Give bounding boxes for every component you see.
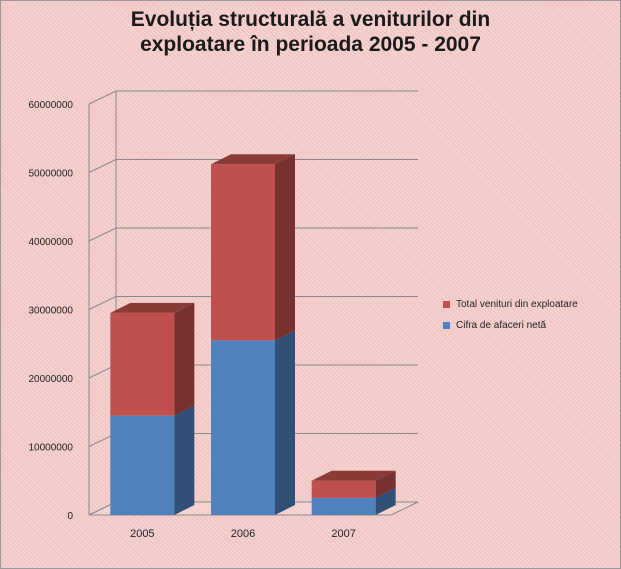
legend-label-cifra-afaceri: Cifra de afaceri netă	[456, 320, 547, 331]
x-category-label: 2007	[331, 528, 355, 540]
legend-item-cifra-afaceri: Cifra de afaceri netă	[443, 315, 578, 336]
chart-title-line-1: Evoluția structurală a veniturilor din	[130, 8, 491, 31]
gridline	[88, 296, 418, 310]
bar-2005-series-1	[110, 312, 175, 416]
bar-side-2006-series-1	[275, 154, 295, 341]
bar-2006-series-0	[211, 340, 275, 515]
legend-swatch-cifra-afaceri	[443, 322, 450, 329]
bar-2007-series-1	[311, 480, 376, 498]
x-axis-labels: 2005 2006 2007	[130, 528, 356, 540]
y-tick-label: 10000000	[29, 443, 74, 454]
bar-side-2005-series-0	[174, 405, 195, 515]
bar-side-2007-series-0	[375, 487, 396, 515]
legend-item-total-venituri: Total venituri din exploatare	[443, 294, 578, 315]
bar-2006-series-1	[211, 164, 275, 341]
bar-2005-series-0	[110, 415, 175, 515]
bar-top-2007	[311, 470, 396, 481]
bar-top-2005	[110, 302, 195, 313]
legend: Total venituri din exploatare Cifra de a…	[443, 294, 578, 336]
gridline	[88, 159, 418, 173]
bar-top-2006	[211, 154, 295, 165]
x-category-label: 2006	[231, 528, 255, 540]
y-tick-label: 0	[67, 511, 73, 522]
legend-swatch-total-venituri	[443, 301, 450, 308]
y-tick-label: 50000000	[29, 169, 74, 180]
bar-side-2005-series-1	[174, 302, 195, 416]
x-category-label: 2005	[130, 528, 154, 540]
legend-label-total-venituri: Total venituri din exploatare	[456, 299, 578, 310]
bars	[110, 154, 396, 515]
gridline	[88, 90, 418, 105]
bar-2007-series-0	[311, 497, 376, 515]
bar-side-2006-series-0	[275, 330, 295, 515]
chart-title-line-2: exploatare în perioada 2005 - 2007	[140, 33, 481, 56]
gridline	[88, 227, 418, 242]
y-tick-label: 60000000	[29, 100, 74, 111]
bar-side-2007-series-1	[375, 470, 396, 498]
chart-title: Evoluția structurală a veniturilor din e…	[1, 7, 620, 57]
y-tick-label: 40000000	[29, 237, 74, 248]
y-axis-ticks: 0 10000000 20000000 30000000 40000000 5000000…	[29, 100, 74, 522]
y-tick-label: 20000000	[29, 374, 74, 385]
y-tick-label: 30000000	[29, 306, 74, 317]
